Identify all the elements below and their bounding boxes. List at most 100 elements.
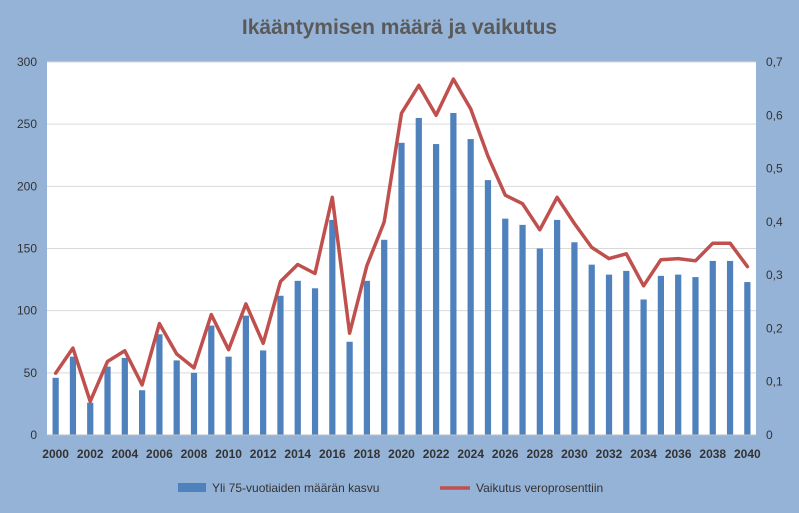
line-point [486, 155, 490, 158]
bar [225, 356, 232, 435]
bar [329, 219, 336, 435]
left-axis-tick-label: 0 [30, 428, 37, 442]
bar [554, 219, 561, 435]
bar [536, 248, 543, 435]
left-axis-tick-label: 50 [24, 366, 38, 380]
legend-swatch-bar [178, 483, 206, 492]
line-point [106, 360, 109, 363]
x-axis-tick-label: 2004 [111, 447, 138, 461]
bar [605, 274, 613, 435]
x-axis-tick-label: 2038 [699, 447, 726, 461]
bar [104, 366, 111, 435]
bar [260, 350, 267, 435]
right-axis-tick-label: 0 [766, 428, 773, 442]
bar [744, 282, 751, 435]
x-axis-tick-label: 2020 [388, 447, 415, 461]
left-axis-tick-label: 100 [17, 304, 37, 318]
left-axis-tick-label: 200 [17, 179, 37, 193]
line-point [158, 322, 161, 325]
bar [242, 315, 249, 435]
bar [519, 224, 526, 435]
right-axis-tick-label: 0,1 [766, 375, 783, 389]
x-axis-tick-label: 2040 [734, 447, 761, 461]
bar [484, 180, 492, 435]
line-point [642, 284, 645, 287]
x-axis-tick-label: 2010 [215, 447, 242, 461]
legend: Yli 75-vuotiaiden määrän kasvu Vaikutus v… [178, 481, 603, 495]
bar [138, 390, 146, 435]
bar [87, 402, 94, 435]
bar [121, 357, 128, 435]
line-point [694, 259, 697, 262]
x-axis-tick-label: 2006 [146, 447, 173, 461]
line-point [538, 228, 542, 232]
line-point [279, 280, 282, 283]
line-point [89, 400, 92, 403]
line-point [54, 371, 57, 375]
bar [346, 341, 353, 435]
bar [726, 260, 734, 435]
line-point [227, 348, 230, 351]
line-point [555, 196, 559, 199]
x-axis-tick-label: 2024 [457, 447, 484, 461]
bar [588, 264, 595, 435]
right-axis-tick-label: 0,3 [766, 268, 783, 282]
bar [657, 275, 665, 435]
x-axis-tick-label: 2014 [284, 447, 311, 461]
bar [156, 334, 163, 435]
bar [208, 325, 215, 435]
bar [709, 260, 716, 435]
right-axis-tick-label: 0,7 [766, 55, 783, 69]
line-point [417, 84, 420, 87]
line-point [192, 366, 196, 370]
x-axis-tick-label: 2012 [250, 447, 277, 461]
x-axis-tick-label: 2028 [526, 447, 553, 461]
line-point [521, 202, 524, 205]
chart-title: Ikääntymisen määrä ja vaikutus [241, 16, 558, 39]
line-point [175, 352, 178, 356]
line-point [244, 302, 248, 306]
left-axis-tick-label: 150 [17, 242, 37, 256]
left-axis-tick-label: 250 [17, 117, 37, 131]
bar [432, 144, 440, 435]
x-axis-tick-label: 2022 [423, 447, 450, 461]
line-point [331, 196, 334, 199]
line-point [469, 107, 472, 111]
x-axis-tick-label: 2002 [77, 447, 104, 461]
line-point [676, 257, 680, 260]
bar [190, 372, 198, 435]
x-axis-tick-label: 2036 [665, 447, 692, 461]
bar [640, 299, 647, 435]
line-point [313, 272, 317, 275]
x-axis-tick-label: 2018 [354, 447, 381, 461]
line-point [210, 313, 213, 316]
line-point [123, 349, 127, 353]
x-axis-tick-label: 2008 [181, 447, 208, 461]
bar [467, 139, 474, 435]
bar [311, 288, 319, 435]
line-point [296, 263, 299, 266]
line-point [590, 246, 593, 249]
bar [398, 142, 405, 436]
x-axis-tick-label: 2026 [492, 447, 519, 461]
x-axis-tick-label: 2030 [561, 447, 588, 461]
bar [450, 112, 457, 435]
x-axis-tick-label: 2034 [630, 447, 657, 461]
right-axis-tick-label: 0,6 [766, 108, 783, 122]
right-axis-tick-label: 0,5 [766, 162, 783, 176]
bar [623, 270, 630, 435]
line-point [711, 241, 714, 245]
bar-series [52, 112, 751, 436]
line-point [434, 114, 438, 117]
left-axis-tick-label: 300 [17, 55, 37, 69]
line-point [348, 332, 351, 335]
x-axis-tick-label: 2016 [319, 447, 346, 461]
bar [381, 239, 388, 435]
line-point [504, 194, 507, 197]
right-axis-tick-label: 0,2 [766, 321, 783, 335]
line-point [573, 222, 576, 225]
line-point [400, 111, 403, 115]
bar [277, 295, 284, 435]
x-axis-tick-label: 2000 [42, 447, 69, 461]
